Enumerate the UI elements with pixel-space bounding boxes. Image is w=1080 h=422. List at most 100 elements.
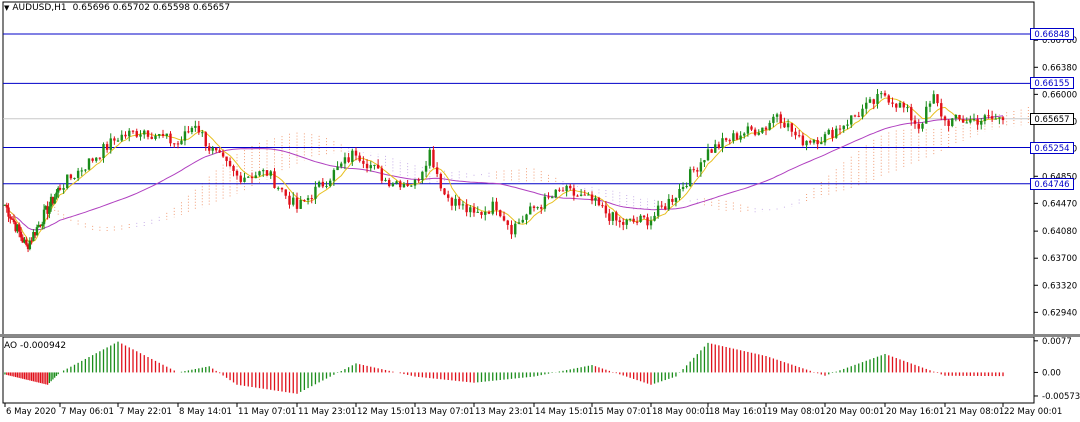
y-tick-label: 0.63700: [1042, 254, 1077, 264]
candle-body: [958, 114, 961, 120]
candle-body: [502, 216, 506, 221]
candle-body: [868, 99, 872, 103]
y-tick-label: 0.62940: [1042, 308, 1077, 318]
candle-body: [399, 181, 402, 188]
candle-body: [743, 133, 746, 136]
candle-body: [1001, 117, 1005, 121]
candle-body: [499, 210, 502, 217]
candle-body: [469, 207, 472, 213]
candle-body: [639, 215, 642, 222]
candle-body: [476, 211, 479, 213]
candle-body: [194, 125, 197, 128]
candle-body: [387, 179, 391, 187]
level-price-tag[interactable]: 0.66848: [1030, 27, 1074, 40]
level-price-tag[interactable]: 0.65254: [1030, 141, 1074, 154]
candle-body: [783, 122, 786, 128]
candle-body: [10, 218, 14, 220]
x-tick-label: 6 May 2020: [6, 407, 56, 417]
candle-body: [983, 115, 987, 122]
candle-body: [587, 194, 590, 196]
ao-tick-label: 0.00: [1042, 368, 1061, 378]
candle-body: [116, 140, 120, 142]
candle-body: [772, 116, 775, 123]
level-price-tag[interactable]: 0.66155: [1030, 77, 1074, 90]
candle-body: [269, 171, 272, 176]
candle-body: [809, 140, 812, 143]
candle-body: [55, 192, 58, 198]
candle-body: [458, 198, 461, 206]
x-tick-label: 18 May 16:01: [709, 407, 767, 417]
candle-body: [280, 187, 284, 190]
candle-body: [221, 152, 225, 157]
candle-body: [443, 188, 446, 195]
candle-body: [998, 117, 1001, 119]
candle-body: [823, 134, 827, 143]
candle-body: [432, 149, 435, 168]
candle-body: [872, 99, 875, 104]
candle-body: [113, 138, 116, 141]
candle-body: [25, 239, 28, 245]
candle-body: [421, 171, 424, 181]
candle-body: [887, 95, 890, 103]
ao-header: AO -0.000942: [4, 341, 66, 351]
candle-body: [664, 206, 667, 210]
candle-body: [292, 197, 295, 205]
candle-body: [288, 195, 291, 205]
candle-body: [465, 204, 468, 213]
candle-body: [384, 179, 387, 181]
candle-body: [120, 134, 123, 141]
candle-body: [932, 94, 935, 104]
candle-body: [362, 160, 365, 164]
y-tick-label: 0.63320: [1042, 281, 1077, 291]
candle-body: [579, 194, 583, 196]
x-tick-label: 14 May 15:01: [535, 407, 593, 417]
candle-body: [243, 177, 246, 182]
candle-body: [554, 189, 557, 198]
candle-body: [925, 106, 928, 124]
candle-body: [218, 150, 221, 153]
candle-body: [273, 171, 276, 188]
candle-body: [898, 102, 902, 108]
candle-body: [158, 133, 161, 136]
candle-body: [135, 131, 138, 137]
candle-body: [491, 201, 494, 214]
candle-body: [692, 169, 695, 171]
dropdown-arrow-icon[interactable]: ▼: [4, 4, 10, 12]
candle-body: [347, 157, 350, 162]
candle-body: [572, 188, 576, 196]
candle-body: [98, 157, 102, 159]
y-tick-label: 0.66380: [1042, 63, 1077, 73]
candle-body: [786, 123, 790, 128]
candle-body: [569, 185, 572, 189]
level-price-tag[interactable]: 0.64746: [1030, 177, 1074, 190]
candle-body: [536, 207, 539, 209]
x-tick-label: 12 May 15:01: [357, 407, 415, 417]
candle-body: [667, 198, 671, 210]
candle-body: [857, 115, 860, 117]
candle-body: [820, 142, 823, 145]
candle-body: [487, 211, 491, 214]
candle-body: [565, 185, 568, 192]
candle-body: [994, 118, 997, 120]
candle-body: [391, 183, 395, 187]
candle-body: [328, 180, 332, 186]
candle-body: [685, 185, 688, 187]
candle-body: [37, 224, 40, 228]
candle-body: [506, 220, 509, 225]
candle-body: [850, 115, 853, 125]
candle-body: [805, 140, 808, 146]
candle-body: [9, 216, 12, 219]
candle-body: [380, 168, 384, 181]
candle-body: [608, 213, 611, 221]
candle-body: [358, 155, 361, 161]
candle-body: [373, 164, 376, 166]
candle-body: [880, 93, 883, 95]
candle-body: [724, 138, 728, 141]
x-tick-label: 15 May 07:01: [593, 407, 651, 417]
x-tick-label: 11 May 23:01: [298, 407, 356, 417]
candle-body: [895, 103, 898, 108]
candle-body: [678, 188, 681, 198]
candle-body: [853, 115, 857, 117]
price-pane-frame: [2, 1, 1035, 336]
candle-body: [972, 119, 976, 121]
